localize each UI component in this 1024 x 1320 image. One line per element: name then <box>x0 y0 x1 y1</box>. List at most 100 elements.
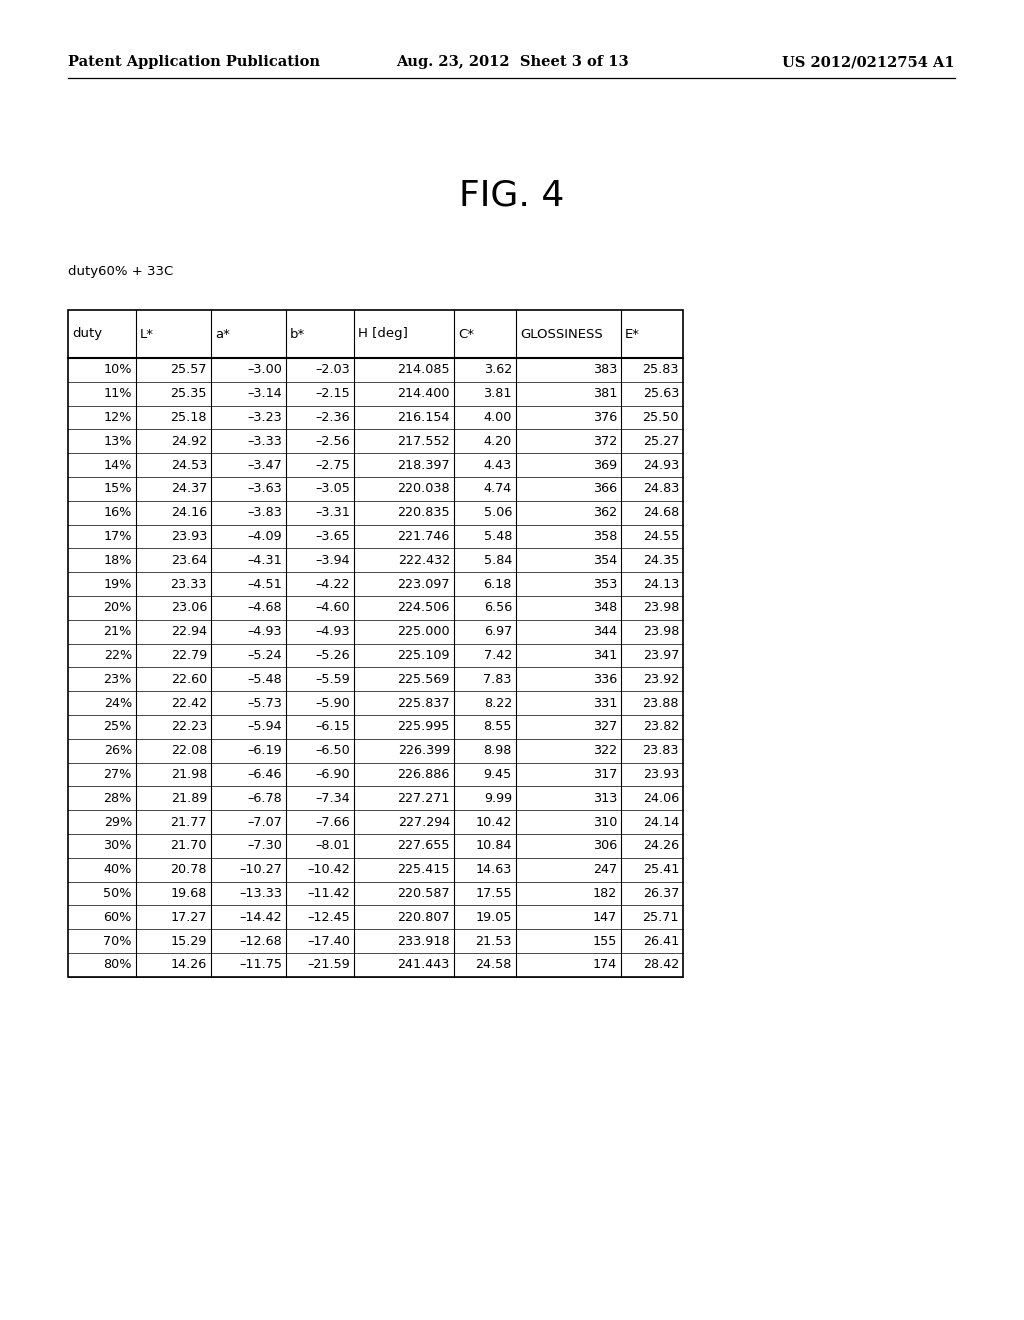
Text: 70%: 70% <box>103 935 132 948</box>
Text: 24.13: 24.13 <box>643 578 679 590</box>
Text: 6.97: 6.97 <box>483 626 512 638</box>
Text: 22%: 22% <box>103 649 132 663</box>
Text: 223.097: 223.097 <box>397 578 450 590</box>
Text: –4.51: –4.51 <box>247 578 282 590</box>
Text: 225.995: 225.995 <box>397 721 450 734</box>
Text: 22.79: 22.79 <box>171 649 207 663</box>
Text: 24.58: 24.58 <box>475 958 512 972</box>
Text: duty60% + 33C: duty60% + 33C <box>68 265 173 279</box>
Text: 220.038: 220.038 <box>397 482 450 495</box>
Text: 20.78: 20.78 <box>171 863 207 876</box>
Text: 348: 348 <box>593 602 617 614</box>
Text: –5.24: –5.24 <box>248 649 282 663</box>
Text: 14.63: 14.63 <box>475 863 512 876</box>
Text: 8.98: 8.98 <box>483 744 512 758</box>
Text: –4.60: –4.60 <box>315 602 350 614</box>
Text: 4.00: 4.00 <box>483 411 512 424</box>
Text: 6.18: 6.18 <box>483 578 512 590</box>
Text: –3.83: –3.83 <box>247 506 282 519</box>
Text: 25.27: 25.27 <box>643 434 679 447</box>
Text: 225.569: 225.569 <box>397 673 450 686</box>
Text: 15%: 15% <box>103 482 132 495</box>
Text: 23.88: 23.88 <box>642 697 679 710</box>
Text: 366: 366 <box>593 482 617 495</box>
Text: 24.14: 24.14 <box>643 816 679 829</box>
Text: 10.42: 10.42 <box>475 816 512 829</box>
Text: 17%: 17% <box>103 531 132 543</box>
Text: 25.63: 25.63 <box>643 387 679 400</box>
Text: –2.36: –2.36 <box>315 411 350 424</box>
Text: 21.98: 21.98 <box>171 768 207 781</box>
Text: 25.18: 25.18 <box>171 411 207 424</box>
Text: –6.90: –6.90 <box>315 768 350 781</box>
Text: 322: 322 <box>593 744 617 758</box>
Text: 341: 341 <box>593 649 617 663</box>
Text: 24.92: 24.92 <box>171 434 207 447</box>
Text: 26%: 26% <box>103 744 132 758</box>
Text: H [deg]: H [deg] <box>358 327 408 341</box>
Text: 25.57: 25.57 <box>171 363 207 376</box>
Text: 376: 376 <box>593 411 617 424</box>
Text: –11.75: –11.75 <box>239 958 282 972</box>
Text: 4.74: 4.74 <box>483 482 512 495</box>
Text: 8.22: 8.22 <box>483 697 512 710</box>
Text: 24.35: 24.35 <box>643 554 679 566</box>
Text: 20%: 20% <box>103 602 132 614</box>
Text: 214.400: 214.400 <box>397 387 450 400</box>
Text: 26.37: 26.37 <box>643 887 679 900</box>
Text: 24.16: 24.16 <box>171 506 207 519</box>
Text: 372: 372 <box>593 434 617 447</box>
Text: 23.83: 23.83 <box>642 744 679 758</box>
Text: 227.294: 227.294 <box>397 816 450 829</box>
Text: 17.27: 17.27 <box>171 911 207 924</box>
Text: E*: E* <box>625 327 640 341</box>
Text: –6.78: –6.78 <box>247 792 282 805</box>
Text: 21.77: 21.77 <box>171 816 207 829</box>
Text: 225.837: 225.837 <box>397 697 450 710</box>
Text: 22.94: 22.94 <box>171 626 207 638</box>
Text: 336: 336 <box>593 673 617 686</box>
Text: –7.30: –7.30 <box>247 840 282 853</box>
Text: 24.26: 24.26 <box>643 840 679 853</box>
Text: –3.31: –3.31 <box>315 506 350 519</box>
Text: –5.59: –5.59 <box>315 673 350 686</box>
Text: 28.42: 28.42 <box>643 958 679 972</box>
Text: 225.109: 225.109 <box>397 649 450 663</box>
Text: 24.55: 24.55 <box>643 531 679 543</box>
Text: 22.23: 22.23 <box>171 721 207 734</box>
Text: 369: 369 <box>593 458 617 471</box>
Text: 227.271: 227.271 <box>397 792 450 805</box>
Text: 22.42: 22.42 <box>171 697 207 710</box>
Text: 19.68: 19.68 <box>171 887 207 900</box>
Text: 3.81: 3.81 <box>483 387 512 400</box>
Text: 24%: 24% <box>103 697 132 710</box>
Text: 23%: 23% <box>103 673 132 686</box>
Text: 5.48: 5.48 <box>483 531 512 543</box>
Text: –6.15: –6.15 <box>315 721 350 734</box>
Text: –21.59: –21.59 <box>307 958 350 972</box>
Text: 24.06: 24.06 <box>643 792 679 805</box>
Text: 222.432: 222.432 <box>397 554 450 566</box>
Text: 15.29: 15.29 <box>171 935 207 948</box>
Text: 50%: 50% <box>103 887 132 900</box>
Text: –4.31: –4.31 <box>247 554 282 566</box>
Text: 174: 174 <box>593 958 617 972</box>
Text: –3.00: –3.00 <box>247 363 282 376</box>
Text: –5.73: –5.73 <box>247 697 282 710</box>
Text: –5.48: –5.48 <box>247 673 282 686</box>
Text: 224.506: 224.506 <box>397 602 450 614</box>
Text: –3.05: –3.05 <box>315 482 350 495</box>
Text: 24.93: 24.93 <box>643 458 679 471</box>
Text: –3.14: –3.14 <box>247 387 282 400</box>
Text: 21.70: 21.70 <box>171 840 207 853</box>
Text: 25.83: 25.83 <box>642 363 679 376</box>
Text: GLOSSINESS: GLOSSINESS <box>520 327 603 341</box>
Text: 22.08: 22.08 <box>171 744 207 758</box>
Text: 331: 331 <box>593 697 617 710</box>
Text: 24.83: 24.83 <box>643 482 679 495</box>
Text: 27%: 27% <box>103 768 132 781</box>
Text: L*: L* <box>140 327 154 341</box>
Text: –2.56: –2.56 <box>315 434 350 447</box>
Text: –2.75: –2.75 <box>315 458 350 471</box>
Text: –10.42: –10.42 <box>307 863 350 876</box>
